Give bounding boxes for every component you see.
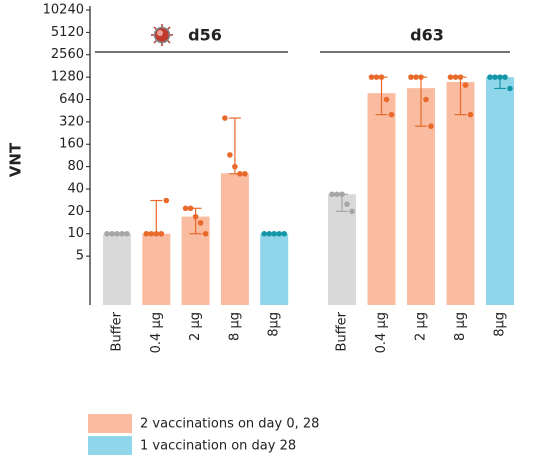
data-point: [163, 197, 170, 204]
y-tick-label: 160: [59, 137, 84, 152]
data-point: [276, 230, 283, 237]
data-point: [413, 74, 419, 80]
data-point: [492, 74, 498, 80]
y-tick-label: 40: [67, 181, 84, 196]
bar: [142, 233, 171, 305]
data-point: [428, 123, 434, 129]
x-tick-label: 8 µg: [227, 312, 242, 341]
bar: [260, 233, 289, 305]
panel-label: d56: [188, 26, 222, 45]
data-point: [334, 191, 340, 198]
data-point: [192, 213, 199, 220]
data-point: [502, 74, 508, 80]
bar: [367, 93, 396, 305]
data-point: [388, 111, 395, 118]
data-point: [202, 230, 209, 237]
y-tick-label: 80: [67, 159, 84, 174]
data-point: [497, 74, 503, 80]
data-point: [349, 208, 355, 215]
data-point: [232, 163, 238, 170]
data-point: [242, 171, 248, 177]
data-point: [124, 230, 130, 237]
y-tick-label: 640: [59, 92, 84, 107]
data-point: [339, 191, 345, 198]
virus-icon: [151, 24, 173, 46]
data-point: [187, 205, 194, 212]
data-point: [373, 74, 380, 80]
x-tick-label: Buffer: [335, 311, 350, 351]
x-tick-label: 8µg: [267, 312, 282, 337]
data-point: [281, 230, 288, 237]
legend-label: 2 vaccinations on day 0, 28: [140, 417, 319, 432]
legend-swatch: [88, 436, 132, 455]
data-point: [368, 74, 375, 80]
y-tick-label: 10: [67, 226, 84, 241]
y-tick-label: 10240: [43, 3, 84, 18]
y-tick-label: 20: [67, 204, 84, 219]
x-tick-label: Buffer: [110, 311, 125, 351]
data-point: [182, 205, 189, 212]
data-point: [197, 220, 204, 226]
data-point: [408, 74, 414, 80]
x-tick-label: 0.4 µg: [374, 312, 389, 353]
data-point: [344, 201, 350, 207]
data-point: [143, 230, 150, 237]
y-tick-label: 320: [59, 114, 84, 129]
x-tick-label: 2 µg: [188, 312, 203, 341]
data-point: [271, 230, 278, 237]
data-point: [266, 230, 273, 237]
bar: [446, 82, 475, 305]
data-point: [457, 74, 464, 80]
data-point: [119, 230, 125, 237]
data-point: [329, 191, 335, 198]
x-tick-label: 8µg: [493, 312, 508, 337]
y-axis-label: VNT: [7, 142, 25, 177]
data-point: [447, 74, 454, 80]
data-point: [104, 230, 110, 237]
data-point: [114, 230, 120, 237]
data-point: [222, 115, 228, 121]
data-point: [507, 85, 513, 92]
data-point: [148, 230, 155, 237]
data-point: [467, 111, 474, 118]
data-point: [227, 152, 233, 158]
data-point: [109, 230, 115, 237]
data-point: [153, 230, 160, 237]
bar: [103, 233, 131, 305]
y-tick-label: 5: [76, 249, 84, 264]
bar: [486, 77, 514, 305]
data-point: [383, 96, 390, 103]
data-point: [261, 230, 268, 237]
data-point: [237, 171, 243, 177]
x-tick-label: 0.4 µg: [149, 312, 164, 353]
panel-label: d63: [410, 26, 444, 45]
data-point: [378, 74, 385, 80]
data-point: [487, 74, 493, 80]
legend-swatch: [88, 414, 132, 433]
bar: [220, 173, 249, 305]
data-point: [423, 96, 429, 103]
data-point: [452, 74, 459, 80]
x-tick-label: 2 µg: [414, 312, 429, 341]
x-tick-label: 8 µg: [453, 312, 468, 341]
data-point: [462, 82, 469, 88]
y-tick-label: 5120: [51, 25, 84, 40]
data-point: [158, 230, 165, 237]
legend-label: 1 vaccination on day 28: [140, 439, 296, 454]
data-point: [418, 74, 424, 80]
y-tick-label: 1280: [51, 70, 84, 85]
y-tick-label: 2560: [51, 47, 84, 62]
